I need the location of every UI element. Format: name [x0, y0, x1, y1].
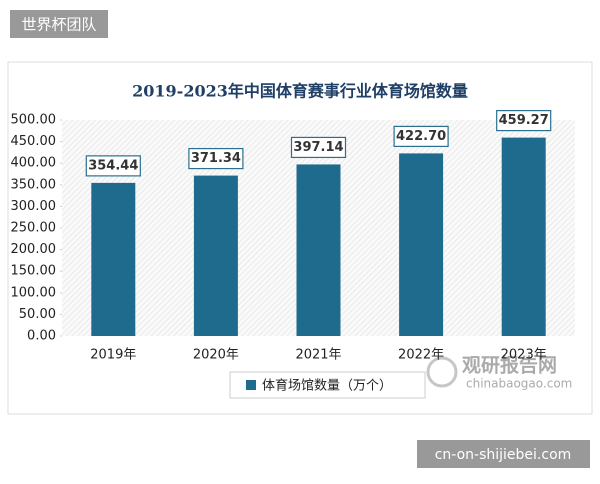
watermark: 观研报告网 chinabaogao.com — [426, 354, 572, 391]
data-label: 422.70 — [396, 129, 446, 144]
badge: 世界杯团队 — [21, 16, 96, 34]
legend-swatch — [246, 380, 256, 390]
data-label-box — [496, 109, 552, 132]
data-label: 459.27 — [499, 113, 549, 128]
data-label: 371.34 — [191, 151, 241, 166]
bar — [399, 153, 444, 336]
bar — [91, 182, 136, 336]
bar — [501, 137, 546, 336]
data-label-box — [393, 125, 449, 147]
y-tick-label: 150.00 — [11, 264, 57, 279]
y-tick-label: 50.00 — [19, 307, 56, 322]
watermark-name: 观研报告网 — [462, 354, 557, 377]
data-label-box — [85, 155, 141, 177]
chart-title: 2019-2023年中国体育赛事行业体育场馆数量 — [132, 82, 468, 101]
y-tick-label: 450.00 — [11, 134, 57, 149]
watermark-logo — [426, 356, 458, 388]
y-tick-label: 0.00 — [27, 329, 56, 344]
x-tick-label: 2022年 — [398, 348, 444, 363]
x-tick-label: 2021年 — [295, 348, 341, 363]
bar — [296, 164, 341, 336]
legend-box — [229, 371, 426, 399]
data-label: 354.44 — [88, 158, 138, 173]
data-label: 397.14 — [293, 140, 343, 155]
watermark-url: chinabaogao.com — [466, 377, 572, 391]
data-label-box — [188, 147, 244, 170]
y-tick-label: 100.00 — [11, 285, 57, 300]
footer-bg — [417, 440, 590, 468]
legend-label: 体育场馆数量（万个） — [262, 378, 392, 394]
badge-bg — [10, 10, 108, 38]
data-label-box — [290, 136, 347, 159]
y-tick-label: 200.00 — [11, 242, 57, 257]
y-tick-label: 250.00 — [11, 221, 57, 236]
x-tick-label: 2019年 — [90, 348, 136, 363]
footer-badge: cn-on-shijiebei.com — [435, 447, 572, 463]
y-tick-label: 350.00 — [11, 177, 57, 192]
x-tick-label: 2020年 — [193, 348, 239, 363]
y-tick-label: 400.00 — [11, 156, 57, 171]
x-tick-label: 2023年 — [501, 348, 547, 363]
bar — [193, 175, 238, 336]
y-tick-label: 300.00 — [11, 199, 57, 214]
y-tick-label: 500.00 — [11, 113, 57, 128]
